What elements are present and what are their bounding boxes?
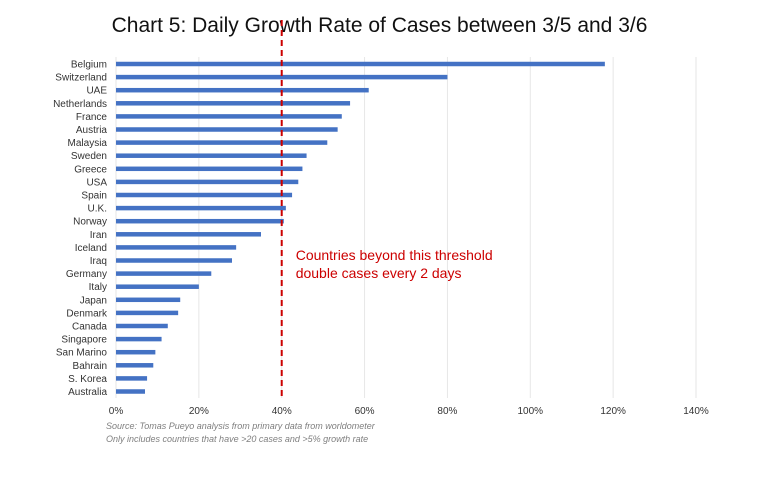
bar bbox=[116, 297, 181, 303]
bar bbox=[116, 127, 338, 132]
bar bbox=[116, 153, 307, 158]
category-labels: Belgium Switzerland UAE Netherlands France Au… bbox=[53, 60, 108, 399]
bar bbox=[116, 101, 351, 106]
category-label: Germany bbox=[66, 269, 107, 280]
category-label: San Marino bbox=[56, 348, 108, 359]
category-label: Bahrain bbox=[73, 361, 107, 372]
bar bbox=[116, 310, 179, 316]
category-label: Netherlands bbox=[53, 99, 107, 110]
bar bbox=[116, 258, 232, 263]
category-label: Austria bbox=[76, 125, 108, 136]
x-tick-label: 60% bbox=[355, 406, 375, 417]
category-label: France bbox=[76, 112, 108, 123]
bar bbox=[116, 284, 199, 289]
bar bbox=[116, 61, 605, 67]
category-label: S. Korea bbox=[68, 374, 107, 385]
x-tick-label: 80% bbox=[437, 406, 457, 417]
x-tick-label: 40% bbox=[272, 406, 292, 417]
threshold-annotation-line1: Countries beyond this threshold bbox=[296, 247, 493, 263]
bar bbox=[116, 74, 448, 80]
source-note-criteria: Only includes countries that have >20 ca… bbox=[106, 434, 369, 444]
bar bbox=[116, 232, 261, 237]
category-label: USA bbox=[86, 177, 107, 188]
source-note: Source: Tomas Pueyo analysis from primar… bbox=[106, 421, 375, 431]
bar bbox=[116, 389, 145, 394]
bar bbox=[116, 323, 168, 329]
category-label: Norway bbox=[73, 217, 107, 228]
category-label: Spain bbox=[81, 191, 107, 202]
gridlines bbox=[115, 57, 697, 398]
category-label: Denmark bbox=[66, 308, 108, 319]
category-label: Iraq bbox=[90, 256, 107, 267]
bar bbox=[116, 218, 284, 224]
bar bbox=[116, 87, 369, 93]
category-label: Japan bbox=[80, 295, 107, 306]
category-label: Greece bbox=[74, 164, 107, 175]
bar bbox=[116, 271, 212, 276]
bar bbox=[116, 114, 342, 119]
bar bbox=[116, 363, 154, 368]
bars bbox=[116, 61, 605, 394]
category-label: Iceland bbox=[75, 243, 107, 254]
category-label: Switzerland bbox=[55, 73, 107, 84]
category-label: Singapore bbox=[61, 335, 107, 346]
x-tick-label: 0% bbox=[109, 406, 124, 417]
bar bbox=[116, 336, 162, 342]
x-tick-label: 120% bbox=[600, 406, 626, 417]
category-label: UAE bbox=[86, 86, 107, 97]
category-label: Italy bbox=[89, 282, 107, 293]
category-label: Australia bbox=[68, 387, 107, 398]
x-tick-label: 140% bbox=[683, 406, 709, 417]
bar bbox=[116, 166, 303, 172]
chart-title: Chart 5: Daily Growth Rate of Cases betw… bbox=[111, 14, 648, 37]
bar bbox=[116, 179, 299, 185]
category-label: Canada bbox=[72, 322, 107, 333]
x-tick-label: 20% bbox=[189, 406, 209, 417]
x-tick-label: 100% bbox=[517, 406, 543, 417]
bar bbox=[116, 349, 156, 355]
category-label: Malaysia bbox=[68, 138, 108, 149]
bar bbox=[116, 245, 237, 250]
bar bbox=[116, 192, 293, 198]
bar bbox=[116, 376, 148, 381]
bar bbox=[116, 205, 286, 211]
category-label: Sweden bbox=[71, 151, 107, 162]
category-label: U.K. bbox=[88, 204, 107, 215]
category-label: Iran bbox=[90, 230, 107, 241]
category-label: Belgium bbox=[71, 60, 107, 71]
bar bbox=[116, 140, 328, 145]
x-tick-labels: 0% 20% 40% 60% 80% 100% 120% 140% bbox=[109, 406, 709, 417]
threshold-annotation-line2: double cases every 2 days bbox=[296, 265, 462, 281]
